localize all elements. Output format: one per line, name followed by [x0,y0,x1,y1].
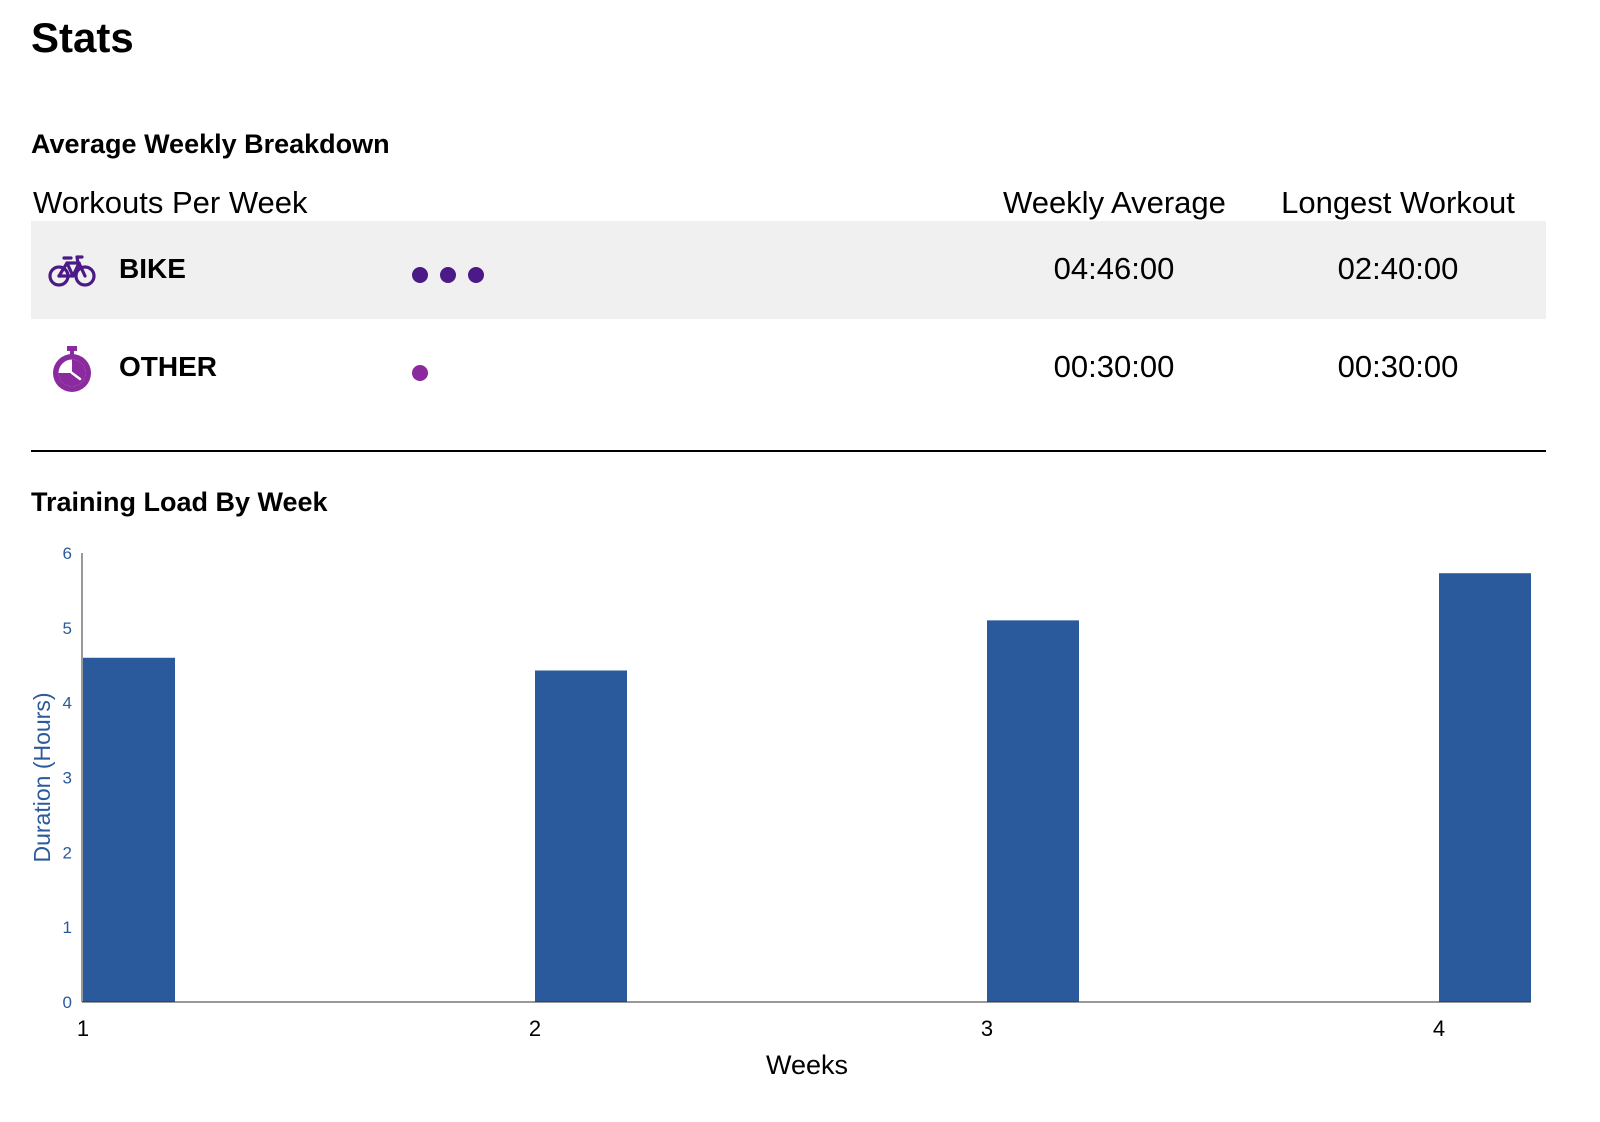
column-header-longest-workout: Longest Workout [1281,185,1515,220]
workout-dot [440,267,456,283]
breakdown-title: Average Weekly Breakdown [31,129,390,159]
x-tick-label: 2 [529,1016,541,1041]
y-tick-label: 0 [63,993,72,1012]
column-header-workouts-per-week: Workouts Per Week [33,185,308,220]
y-tick-label: 2 [63,843,72,862]
x-tick-label: 4 [1433,1016,1445,1041]
x-axis-label: Weeks [766,1050,848,1080]
workout-dots-bike [412,267,484,283]
breakdown-row-other: OTHER 00:30:00 00:30:00 [31,319,1546,417]
training-load-title: Training Load By Week [31,487,328,517]
stopwatch-icon [47,344,97,394]
chart-bar [535,670,627,1002]
y-tick-label: 5 [63,619,72,638]
y-tick-label: 1 [63,918,72,937]
workout-dot [412,365,428,381]
weekly-average-other: 00:30:00 [1053,349,1175,384]
x-tick-label: 3 [981,1016,993,1041]
chart-bar [1439,573,1531,1002]
section-divider [31,450,1546,452]
bike-icon [47,246,97,296]
y-tick-label: 4 [63,694,72,713]
column-header-weekly-average: Weekly Average [1003,185,1226,220]
chart-bar [987,620,1079,1002]
sport-label-other: OTHER [119,351,217,382]
workout-dot [412,267,428,283]
longest-workout-other: 00:30:00 [1337,349,1459,384]
workout-dot [468,267,484,283]
sport-label-bike: BIKE [119,253,186,284]
breakdown-row-bike: BIKE 04:46:00 02:40:00 [31,221,1546,319]
y-axis-label: Duration (Hours) [29,693,55,863]
workout-dots-other [412,365,428,381]
page-title: Stats [31,14,134,61]
x-tick-label: 1 [77,1016,89,1041]
y-tick-label: 6 [63,544,72,563]
y-tick-label: 3 [63,769,72,788]
chart-bar [83,657,175,1002]
longest-workout-bike: 02:40:00 [1337,251,1459,286]
weekly-average-bike: 04:46:00 [1053,251,1175,286]
